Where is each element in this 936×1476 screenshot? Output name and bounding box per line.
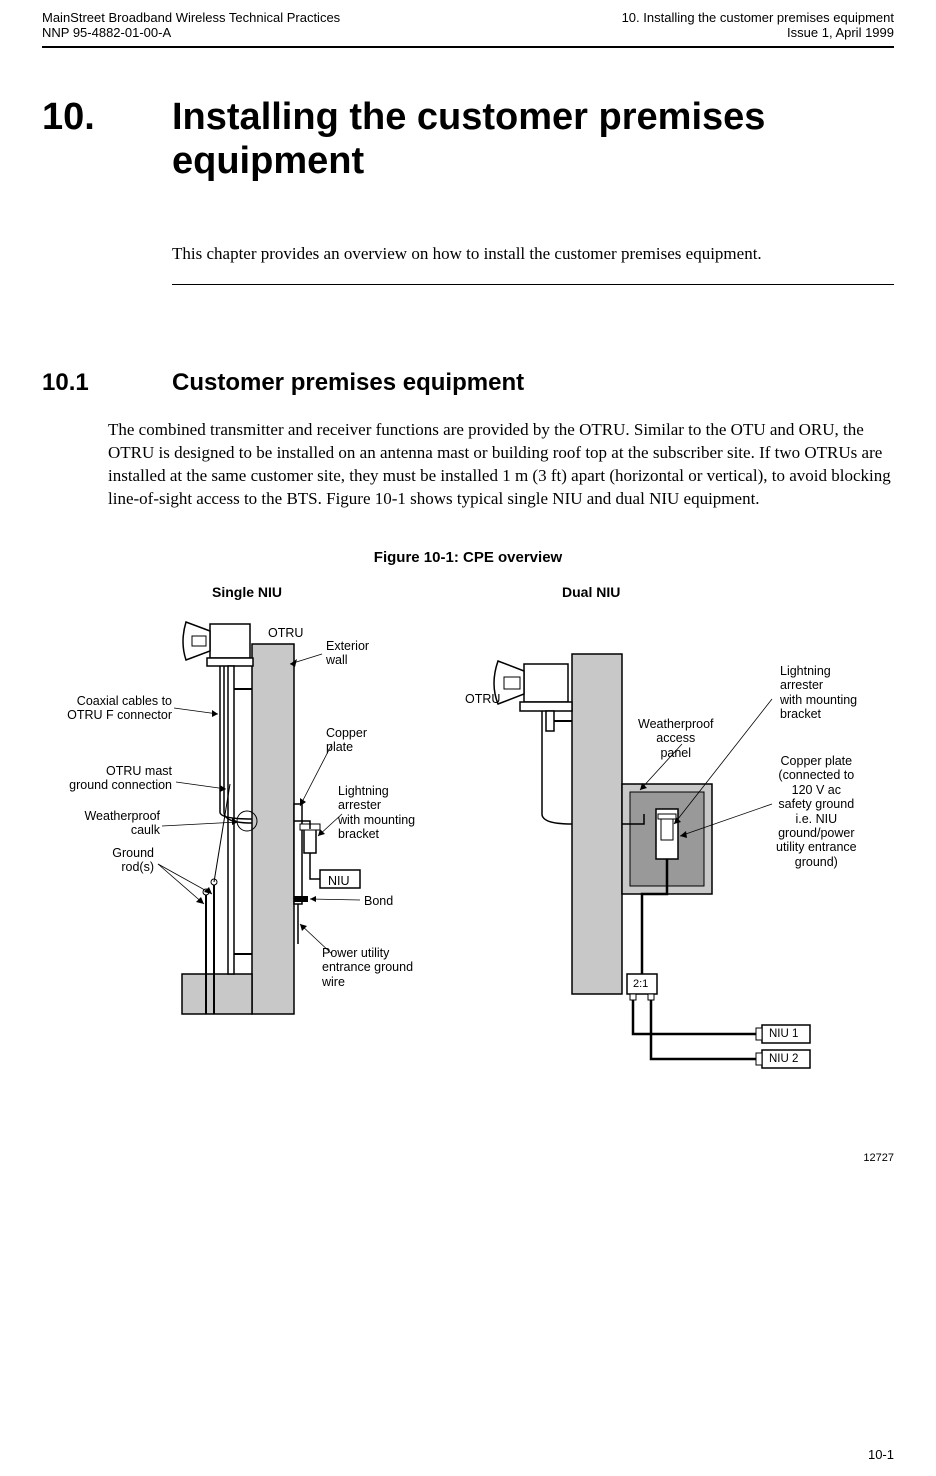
label-otru2: OTRU xyxy=(465,692,500,706)
label-niu2: NIU 2 xyxy=(769,1053,798,1066)
figure-caption: Figure 10-1: CPE overview xyxy=(0,511,936,566)
header-issue: Issue 1, April 1999 xyxy=(622,25,894,40)
header-right: 10. Installing the customer premises equ… xyxy=(622,10,894,40)
figure-area: Single NIU Dual NIU xyxy=(42,584,894,1164)
label-niu1: NIU 1 xyxy=(769,1028,798,1041)
single-niu-title: Single NIU xyxy=(212,584,282,600)
header-doc-title: MainStreet Broadband Wireless Technical … xyxy=(42,10,340,25)
label-ground-rods: Ground rod(s) xyxy=(86,846,154,875)
chapter-heading: 10. Installing the customer premises equ… xyxy=(0,48,936,183)
label-exterior-wall: Exterior wall xyxy=(326,639,369,668)
chapter-number: 10. xyxy=(42,96,172,183)
section-title: Customer premises equipment xyxy=(172,369,524,397)
body-paragraph: The combined transmitter and receiver fu… xyxy=(0,397,936,511)
header-doc-id: NNP 95-4882-01-00-A xyxy=(42,25,340,40)
label-bond: Bond xyxy=(364,894,393,908)
label-weatherproof-caulk: Weatherproof caulk xyxy=(62,809,160,838)
label-lightning2: Lightning arrester with mounting bracket xyxy=(780,664,857,722)
label-otru: OTRU xyxy=(268,626,303,640)
header-chapter: 10. Installing the customer premises equ… xyxy=(622,10,894,25)
label-niu: NIU xyxy=(328,874,350,888)
dual-niu-title: Dual NIU xyxy=(562,584,620,600)
label-coaxial: Coaxial cables to OTRU F connector xyxy=(52,694,172,723)
label-copper-plate: Copper plate xyxy=(326,726,367,755)
label-mast-ground: OTRU mast ground connection xyxy=(52,764,172,793)
section-heading: 10.1 Customer premises equipment xyxy=(0,285,936,397)
label-power-utility: Power utility entrance ground wire xyxy=(322,946,413,989)
intro-paragraph: This chapter provides an overview on how… xyxy=(0,183,936,266)
page-header: MainStreet Broadband Wireless Technical … xyxy=(0,0,936,46)
header-left: MainStreet Broadband Wireless Technical … xyxy=(42,10,340,40)
label-copper-plate2: Copper plate (connected to 120 V ac safe… xyxy=(776,754,857,869)
page-number: 10-1 xyxy=(868,1447,894,1462)
section-number: 10.1 xyxy=(42,369,172,397)
chapter-title: Installing the customer premises equipme… xyxy=(172,96,894,183)
label-splitter: 2:1 xyxy=(633,978,648,991)
label-lightning: Lightning arrester with mounting bracket xyxy=(338,784,415,842)
figure-id: 12727 xyxy=(863,1152,894,1164)
label-weatherproof-panel: Weatherproof access panel xyxy=(638,717,714,760)
